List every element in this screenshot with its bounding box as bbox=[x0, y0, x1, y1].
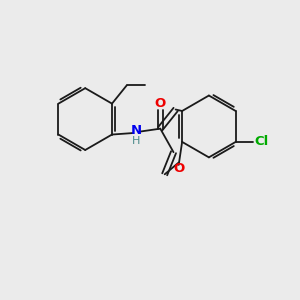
Text: H: H bbox=[132, 136, 140, 146]
Text: Cl: Cl bbox=[254, 135, 269, 148]
Text: O: O bbox=[155, 97, 166, 110]
Text: N: N bbox=[130, 124, 142, 137]
Text: O: O bbox=[173, 163, 184, 176]
